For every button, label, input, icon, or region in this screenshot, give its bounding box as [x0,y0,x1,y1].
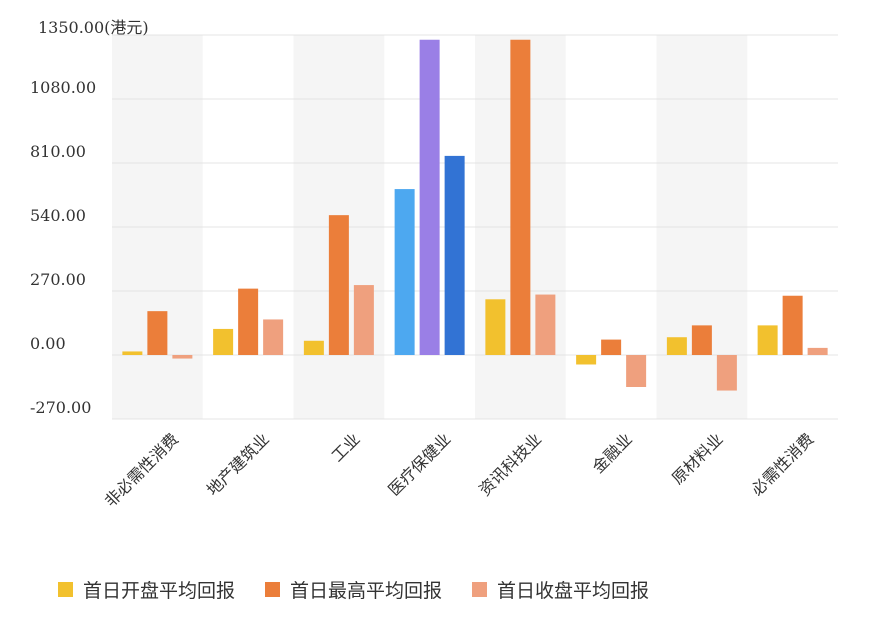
bars [122,39,828,391]
x-category-label: 非必需性消费 [101,429,182,510]
legend-label-open: 首日开盘平均回报 [83,580,236,602]
bar [419,39,440,355]
legend-label-high: 首日最高平均回报 [290,580,443,602]
bar [576,355,597,365]
y-tick-label: 270.00 [30,270,86,289]
bar [213,328,234,355]
y-axis-ticks: -270.00 0.00 270.00 540.00 810.00 1080.00 [30,78,96,417]
legend-item-high[interactable]: 首日最高平均回报 [265,576,442,603]
bar [485,299,506,355]
x-category-label: 地产建筑业 [203,429,273,499]
y-tick-label: 0.00 [30,334,66,353]
bar [807,347,828,355]
bar [147,311,168,355]
x-category-label: 医疗保健业 [384,429,454,499]
x-category-label: 资讯科技业 [475,429,545,499]
bar [626,355,647,387]
legend-swatch-high [265,582,281,597]
bar [691,325,712,355]
bar [303,340,324,355]
bar [394,189,415,355]
bar [122,351,143,355]
bar-chart: -270.00 0.00 270.00 540.00 810.00 1080.00 135… [30,18,838,511]
bar [328,215,349,355]
legend-swatch-close [472,582,488,597]
bar [601,339,622,355]
y-tick-label: 1080.00 [30,78,96,97]
bar [510,39,531,355]
bar [757,325,778,355]
bar [782,295,803,355]
x-axis-categories: 非必需性消费 地产建筑业 工业 医疗保健业 资讯科技业 金融业 原材料业 必需性消费 [101,429,818,510]
bar [716,355,737,391]
x-category-label: 金融业 [589,429,636,476]
bar [353,285,374,355]
legend: 首日开盘平均回报 首日最高平均回报 首日收盘平均回报 [58,576,649,603]
x-category-label: 必需性消费 [747,429,817,499]
bar [444,155,465,355]
legend-item-close[interactable]: 首日收盘平均回报 [472,576,649,603]
x-category-label: 原材料业 [668,429,727,488]
bar [263,319,284,355]
y-tick-label: -270.00 [30,398,91,417]
bar [238,288,259,355]
y-axis-unit-label: 1350.00(港元) [38,18,149,37]
y-tick-label: 810.00 [30,142,86,161]
bar [666,337,687,355]
legend-item-open[interactable]: 首日开盘平均回报 [58,576,235,603]
x-category-label: 工业 [328,429,364,465]
legend-swatch-open [58,582,73,597]
y-tick-label: 540.00 [30,206,86,225]
bar [172,355,193,359]
legend-label-close: 首日收盘平均回报 [497,580,650,602]
bar [535,294,556,355]
